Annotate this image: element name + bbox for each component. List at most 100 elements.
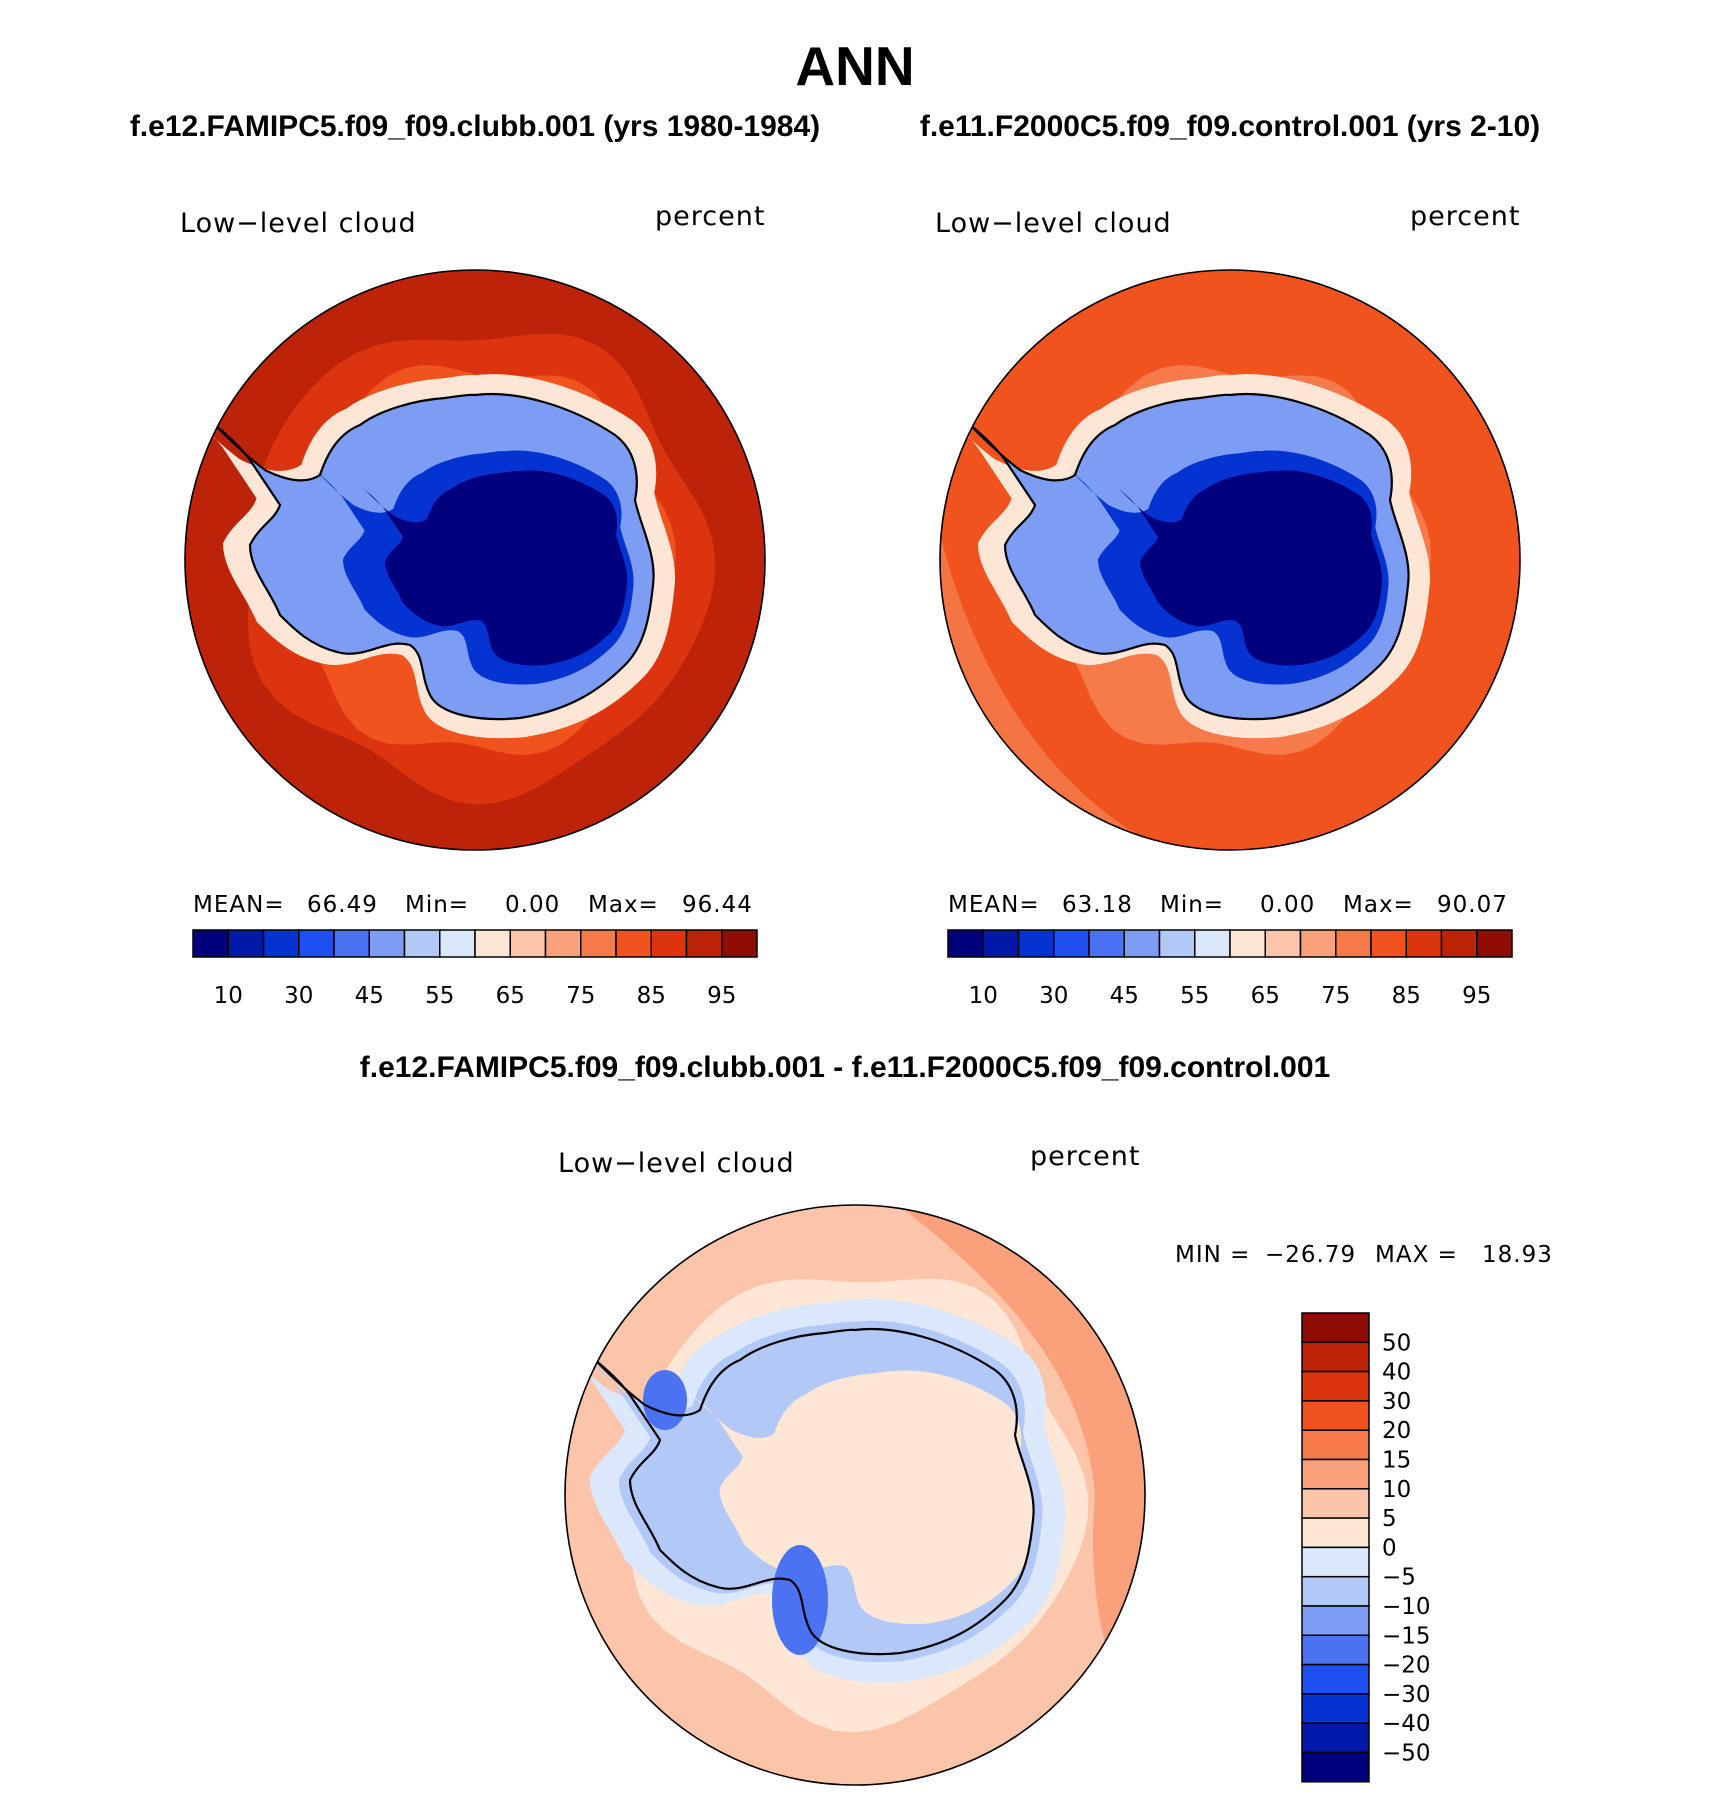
figure-title: ANN [795,35,914,97]
panel-b-colorbar-swatch [1335,929,1372,958]
panel-b-colorbar-swatch [1299,929,1337,958]
panel-a-colorbar-swatch [474,929,511,958]
panel-a-units-label: percent [655,201,765,232]
panel-c-min-label: MIN = [1175,1242,1250,1268]
panel-a-colorbar-swatch [721,929,758,958]
panel-case-b: Low−level cloud percent MEAN= 63.18 Min=… [935,201,1521,1009]
panel-b-colorbar-swatch [1370,929,1407,958]
panel-c-colorbar-swatch [1301,1546,1370,1578]
panel-b-min-value: 0.00 [1260,892,1315,918]
panel-b-colorbar-swatch [1405,929,1443,958]
panel-b-colorbar-swatch [982,929,1020,958]
panel-b-colorbar-tick-label: 95 [1462,983,1491,1009]
panel-c-colorbar-tick-label: −20 [1382,1653,1431,1679]
panel-a-colorbar-tick-label: 55 [425,983,454,1009]
panel-a-colorbar-tick-label: 95 [707,983,736,1009]
panel-c-colorbar-tick-label: 20 [1382,1418,1411,1444]
panel-b-colorbar-tick-label: 85 [1392,983,1421,1009]
panel-c-colorbar-swatch [1301,1663,1370,1695]
panel-b-colorbar-tick-label: 55 [1180,983,1209,1009]
panel-c-variable-label: Low−level cloud [558,1148,795,1179]
panel-b-colorbar-tick-label: 75 [1321,983,1350,1009]
panel-c-peninsula-min [643,1370,687,1430]
panel-b-min-label: Min= [1160,892,1224,918]
panel-b-colorbar-swatch [1088,929,1125,958]
panel-c-colorbar-tick-label: −15 [1382,1623,1431,1649]
panel-b-colorbar-swatch [1229,929,1266,958]
panel-c-colorbar-swatch [1301,1370,1370,1402]
panel-b-colorbar-swatch [1123,929,1161,958]
panel-b-mean-label: MEAN= [948,892,1040,918]
panel-c-colorbar-swatch [1301,1722,1370,1754]
panel-b-colorbar-tick-label: 10 [969,983,998,1009]
panel-c-colorbar-swatch [1301,1693,1370,1724]
panel-a-map-border [184,269,766,851]
panel-c-map-border [564,1204,1146,1786]
diff-title: f.e12.FAMIPC5.f09_f09.clubb.001 - f.e11.… [360,1051,1330,1084]
panel-a-colorbar-swatch [685,929,723,958]
panel-a-colorbar-tick-label: 10 [214,983,243,1009]
panel-a-min-value: 0.00 [505,892,560,918]
panel-b-colorbar-swatch [1017,929,1055,958]
panel-c-colorbar-tick-label: 50 [1382,1330,1411,1356]
panel-c-max-label: MAX = [1375,1242,1458,1268]
panel-c-colorbar-swatch [1301,1575,1370,1607]
panel-c-colorbar-swatch [1301,1634,1370,1666]
panel-c-colorbar-tick-label: −40 [1382,1711,1431,1737]
panel-c-colorbar-tick-label: 10 [1382,1477,1411,1503]
panel-c-colorbar-tick-label: −5 [1382,1565,1416,1591]
panel-b-colorbar: 10 30 45 55 65 75 85 95 [947,929,1513,1009]
panel-a-colorbar-swatch [580,929,617,958]
panel-a-colorbar-swatch [192,929,229,958]
panel-a-colorbar-swatch [509,929,547,958]
panel-b-colorbar-swatch [1476,929,1513,958]
panel-a-variable-label: Low−level cloud [180,208,417,239]
panel-b-colorbar-swatch [1194,929,1231,958]
panel-c-colorbar-tick-label: 40 [1382,1360,1411,1386]
panel-a-colorbar-swatch [368,929,406,958]
panel-a-colorbar: 10 30 45 55 65 75 85 95 [192,929,758,1009]
panel-a-colorbar-swatch [403,929,441,958]
panel-b-max-value: 90.07 [1437,892,1508,918]
panel-c-colorbar-tick-label: −50 [1382,1741,1431,1767]
panel-c-colorbar-swatch [1301,1312,1370,1344]
panel-a-colorbar-tick-label: 65 [496,983,525,1009]
panel-c-pacific-max [885,1205,1145,1755]
panel-c-colorbar-swatch [1301,1341,1370,1373]
panel-a-map [185,270,765,850]
panel-c-colorbar-swatch [1301,1605,1370,1637]
panel-a-colorbar-swatch [298,929,335,958]
panel-a-colorbar-tick-label: 45 [355,983,384,1009]
panel-c-colorbar-tick-label: −30 [1382,1682,1431,1708]
panel-c-colorbar-swatch [1301,1400,1370,1431]
panel-c-colorbar-tick-label: −10 [1382,1594,1431,1620]
panel-a-max-label: Max= [588,892,659,918]
panel-c-colorbar-tick-label: 0 [1382,1535,1397,1561]
panel-a-colorbar-swatch [262,929,300,958]
panel-a-colorbar-swatch [544,929,582,958]
panel-b-map-border [939,269,1521,851]
panel-a-colorbar-swatch [333,929,370,958]
panel-c-colorbar-swatch [1301,1517,1370,1549]
panel-a-colorbar-tick-label: 30 [284,983,313,1009]
panel-b-colorbar-swatch [947,929,984,958]
panel-c-units-label: percent [1030,1141,1140,1172]
panel-b-units-label: percent [1410,201,1520,232]
panel-c-colorbar-swatch [1301,1488,1370,1519]
panel-b-colorbar-swatch [1264,929,1302,958]
panel-c-colorbar-swatch [1301,1429,1370,1461]
panel-c-colorbar-swatch [1301,1751,1370,1783]
panel-a-colorbar-tick-label: 75 [566,983,595,1009]
panel-a-mean-label: MEAN= [193,892,285,918]
panel-a-colorbar-swatch [227,929,265,958]
panel-a-colorbar-swatch [439,929,476,958]
panel-case-a: Low−level cloud percent MEAN= 66.49 Min=… [180,201,766,1009]
panel-a-max-value: 96.44 [682,892,753,918]
panel-a-colorbar-swatch [615,929,652,958]
panel-c-colorbar-tick-label: 5 [1382,1506,1397,1532]
panel-a-min-label: Min= [405,892,469,918]
case-a-title: f.e12.FAMIPC5.f09_f09.clubb.001 (yrs 198… [130,110,820,143]
panel-c-max-value: 18.93 [1482,1242,1553,1268]
panel-b-map [940,270,1520,850]
